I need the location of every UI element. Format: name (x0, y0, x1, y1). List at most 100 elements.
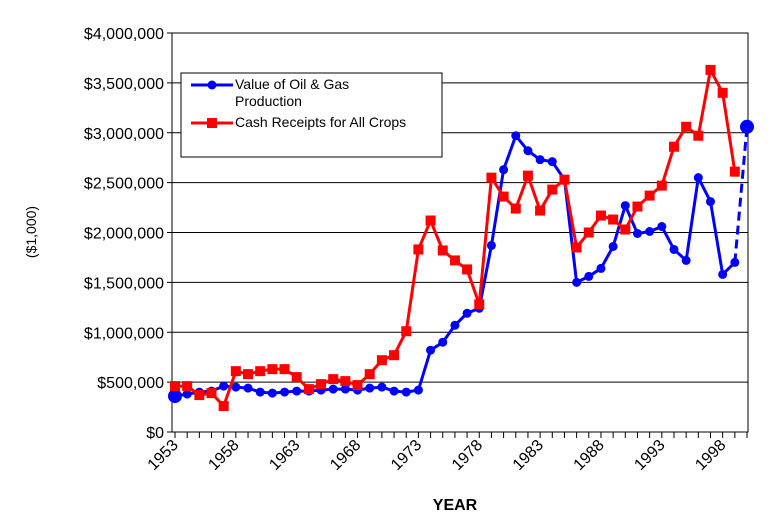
y-tick-label: $1,500,000 (84, 275, 164, 292)
point (170, 381, 180, 392)
plot-frame (171, 32, 749, 433)
legend-marker (207, 80, 217, 90)
y-tick-label: $3,500,000 (84, 76, 164, 93)
point (279, 364, 290, 375)
series-line (174, 132, 736, 398)
point (632, 201, 643, 212)
y-axis-label: ($1,000) (23, 206, 39, 258)
y-tick-label: $2,000,000 (84, 226, 164, 243)
x-axis-label: YEAR (433, 497, 478, 514)
point (620, 224, 631, 235)
y-tick-label: $4,000,000 (84, 26, 164, 43)
point (206, 388, 217, 399)
legend-label-box: Value of Oil & Gas Production (235, 76, 349, 109)
point (693, 173, 703, 183)
point (571, 242, 582, 253)
point (547, 157, 557, 167)
point (292, 386, 302, 396)
point (729, 166, 740, 177)
point (182, 389, 192, 399)
x-tick-label: 1978 (449, 437, 486, 474)
point (243, 383, 253, 393)
y-tick-label: $2,500,000 (84, 176, 164, 193)
point (645, 227, 655, 237)
point (218, 401, 229, 412)
point (608, 241, 618, 251)
point (511, 131, 521, 141)
point (510, 203, 521, 214)
point (426, 345, 436, 355)
point (730, 257, 740, 267)
point (522, 170, 533, 181)
point (632, 228, 642, 238)
x-tick-label: 1983 (510, 437, 547, 474)
legend-label: Cash Receipts for All Crops (235, 114, 407, 130)
point (389, 386, 399, 396)
point (194, 390, 205, 401)
point (401, 387, 411, 397)
point (559, 174, 570, 185)
point (620, 201, 630, 211)
point (413, 385, 423, 395)
point (596, 263, 606, 273)
point (182, 381, 193, 392)
point (376, 355, 387, 366)
point (352, 380, 363, 391)
point (168, 389, 182, 404)
point (547, 184, 558, 195)
point (535, 155, 545, 165)
point (656, 180, 667, 191)
point (681, 255, 691, 265)
point (377, 382, 387, 392)
point (572, 277, 582, 287)
point (486, 172, 497, 183)
point (389, 350, 400, 361)
x-tick-label: 1953 (145, 437, 182, 474)
point (413, 244, 424, 255)
y-tick-label: $1,000,000 (84, 325, 164, 342)
point (219, 381, 229, 391)
point (316, 379, 327, 390)
point (740, 119, 754, 134)
point (230, 366, 241, 377)
point (255, 387, 265, 397)
point (291, 372, 302, 383)
y-tick-label: $3,000,000 (84, 126, 164, 143)
point (243, 369, 254, 380)
y-tick-label: $0 (146, 425, 164, 442)
legend-marker (207, 118, 217, 128)
point (328, 384, 338, 394)
point (328, 374, 339, 385)
point (280, 387, 290, 397)
point (499, 165, 509, 175)
point (583, 227, 594, 238)
x-tick-label: 1968 (327, 437, 364, 474)
point (365, 383, 375, 393)
point (705, 197, 715, 207)
point (462, 308, 472, 318)
x-tick-label: 1988 (571, 437, 608, 474)
point (523, 146, 533, 156)
point (450, 320, 460, 330)
point (535, 205, 546, 216)
point (693, 130, 704, 141)
point (462, 264, 473, 275)
legend-box (180, 72, 443, 158)
x-tick-label: 1958 (205, 437, 242, 474)
x-tick-label: 1973 (388, 437, 425, 474)
point (705, 64, 716, 75)
point (608, 214, 619, 225)
point (486, 240, 496, 250)
point (595, 210, 606, 221)
point (231, 382, 241, 392)
point (267, 388, 277, 398)
x-tick-label: 1998 (692, 437, 729, 474)
point (668, 141, 679, 152)
point (657, 222, 667, 232)
point (474, 299, 485, 310)
point (364, 369, 375, 380)
point (340, 376, 351, 387)
point (644, 190, 655, 201)
point (718, 269, 728, 279)
series-line-dashed (733, 126, 749, 263)
